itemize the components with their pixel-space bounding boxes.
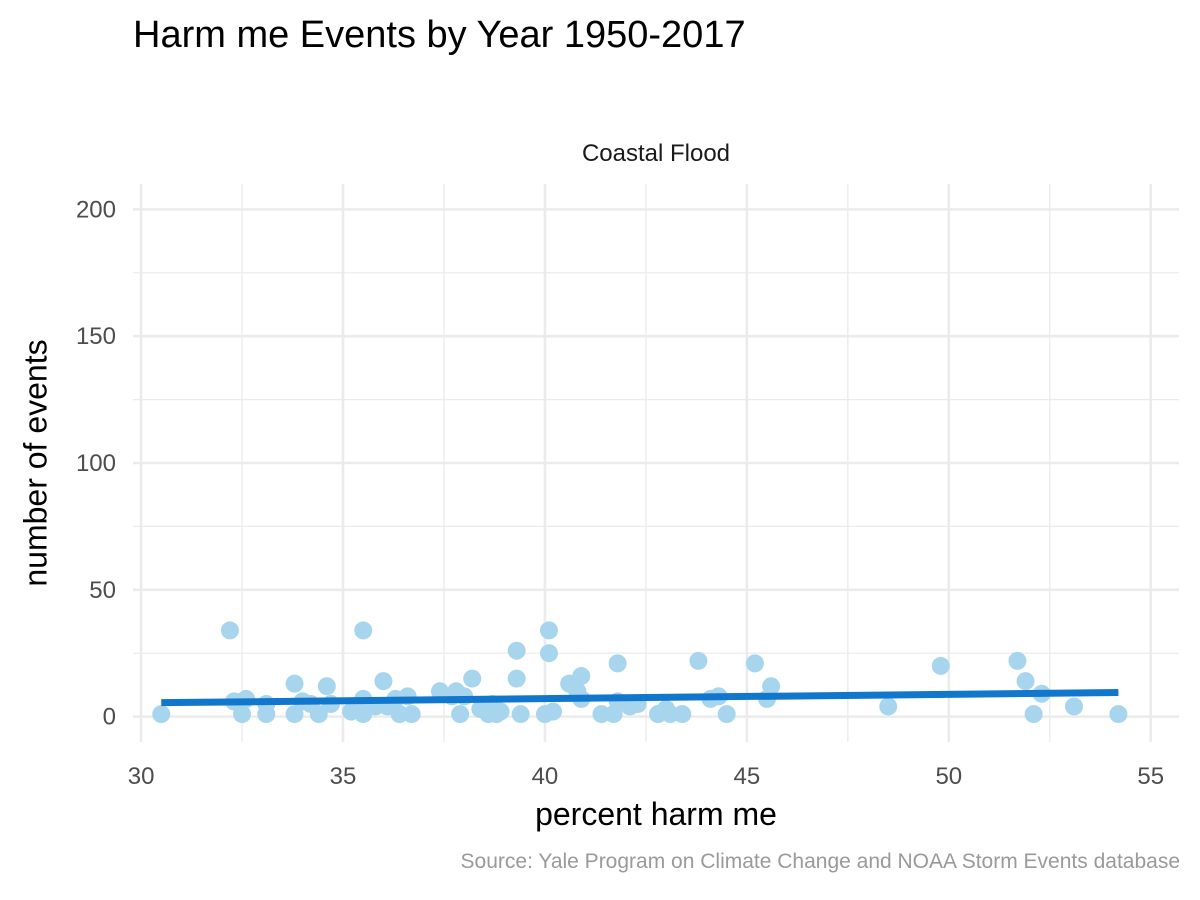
- y-tick-label: 0: [103, 704, 116, 731]
- data-point: [374, 672, 393, 691]
- data-point: [1016, 672, 1035, 691]
- source-caption: Source: Yale Program on Climate Change a…: [460, 850, 1180, 873]
- data-point: [451, 705, 470, 724]
- data-point: [309, 705, 328, 724]
- data-point: [233, 705, 252, 724]
- data-point: [1109, 705, 1128, 724]
- data-point: [539, 644, 558, 663]
- data-point: [673, 705, 692, 724]
- data-point: [317, 677, 336, 696]
- data-point: [544, 702, 563, 721]
- facet-label: Coastal Flood: [581, 140, 731, 167]
- data-point: [572, 667, 591, 686]
- data-point: [717, 705, 736, 724]
- data-point: [608, 654, 627, 673]
- data-point: [285, 674, 304, 693]
- data-point: [762, 677, 781, 696]
- trend-line: [161, 689, 1119, 707]
- y-tick-label: 200: [76, 196, 116, 223]
- data-point: [507, 641, 526, 660]
- chart-title: Harm me Events by Year 1950-2017: [133, 14, 746, 56]
- data-point: [879, 697, 898, 716]
- data-point: [745, 654, 764, 673]
- data-point: [491, 702, 510, 721]
- data-point: [463, 669, 482, 688]
- x-tick-label: 50: [935, 763, 962, 790]
- data-point: [1008, 651, 1027, 670]
- x-tick-label: 45: [734, 763, 761, 790]
- data-point: [257, 705, 276, 724]
- data-point: [220, 621, 239, 640]
- x-tick-label: 55: [1137, 763, 1164, 790]
- x-tick-label: 40: [532, 763, 559, 790]
- data-point: [539, 621, 558, 640]
- data-point: [507, 669, 526, 688]
- data-point: [931, 656, 950, 675]
- data-point: [152, 705, 171, 724]
- data-point: [402, 705, 421, 724]
- y-axis-label: number of events: [17, 339, 54, 587]
- x-axis-label: percent harm me: [535, 796, 777, 832]
- y-tick-label: 50: [89, 577, 116, 604]
- x-tick-label: 30: [128, 763, 155, 790]
- y-tick-label: 150: [76, 323, 116, 350]
- data-point: [1064, 697, 1083, 716]
- data-point: [511, 705, 530, 724]
- data-point: [354, 621, 373, 640]
- y-tick-label: 100: [76, 450, 116, 477]
- x-tick-label: 35: [330, 763, 357, 790]
- data-point: [1024, 705, 1043, 724]
- data-point: [689, 651, 708, 670]
